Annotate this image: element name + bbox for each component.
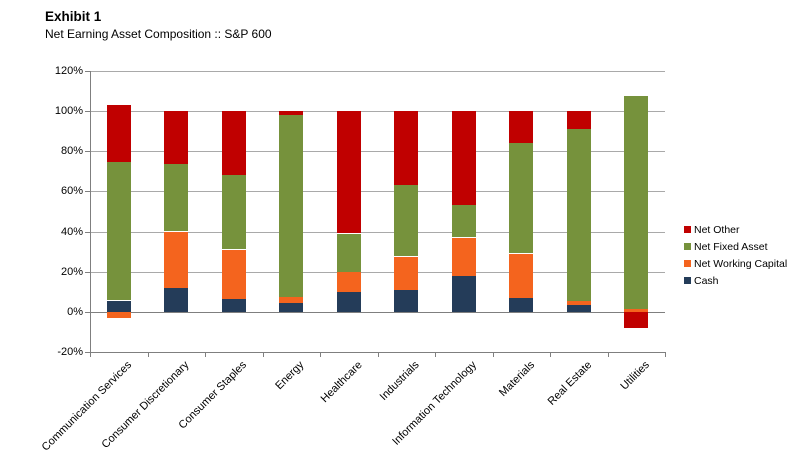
x-axis-tick [493,353,494,357]
bar-segment-net-fixed-asset [509,143,533,253]
legend-swatch-icon [684,226,691,233]
y-axis-tick-label: 40% [60,226,83,238]
bar-segment-net-fixed-asset [222,175,246,249]
x-axis-category-label: Healthcare [318,359,365,406]
bar-segment-net-working-capital [509,254,533,298]
y-axis-tick-label: 0% [67,306,83,318]
bar-segment-net-working-capital [279,297,303,303]
bar-segment-net-working-capital [624,309,648,312]
zero-gridline [90,312,665,313]
bar-segment-cash [394,290,418,312]
bar-segment-net-working-capital [394,257,418,290]
bar-segment-cash [567,305,591,312]
legend-label: Cash [694,274,719,287]
y-axis-tick [85,111,90,112]
legend-swatch-icon [684,260,691,267]
bar-segment-cash [107,301,131,312]
y-axis-tick [85,352,90,353]
x-axis-tick [608,353,609,357]
bar-segment-net-other [624,312,648,328]
bar-segment-cash [279,303,303,312]
bar-segment-cash [222,299,246,312]
x-axis-category-label: Energy [273,359,307,393]
bar-segment-net-working-capital [107,312,131,318]
bar-segment-cash [164,288,188,312]
gridline [90,151,665,152]
bar-segment-net-fixed-asset [394,185,418,256]
y-axis-tick-label: 120% [54,65,83,77]
bar-segment-net-fixed-asset [279,115,303,297]
legend-item-cash: Cash [684,272,787,289]
y-axis-tick-label: 20% [60,266,83,278]
bar-segment-net-fixed-asset [337,234,361,272]
bar-segment-net-fixed-asset [107,162,131,300]
bar-segment-net-fixed-asset [624,96,648,309]
x-axis-tick [665,353,666,357]
bar-segment-net-other [452,111,476,205]
bar-segment-net-fixed-asset [452,205,476,237]
y-axis-line [90,71,91,353]
legend: Net Other Net Fixed Asset Net Working Capi… [684,221,787,289]
plot-area [90,71,665,352]
bar-segment-cash [509,298,533,312]
x-axis-tick [90,353,91,357]
x-axis-category-label: Real Estate [545,359,595,408]
y-axis-tick-label: 100% [54,105,83,117]
legend-swatch-icon [684,277,691,284]
gridline [90,232,665,233]
legend-swatch-icon [684,243,691,250]
x-axis-tick [320,353,321,357]
chart-title: Exhibit 1 [45,9,102,24]
legend-label: Net Other [694,223,740,236]
legend-item-net-other: Net Other [684,221,787,238]
x-axis-tick [205,353,206,357]
y-axis-tick [85,232,90,233]
y-axis-tick [85,272,90,273]
x-axis-tick [378,353,379,357]
bar-segment-net-other [509,111,533,143]
x-axis-category-label: Communication Services [39,359,135,454]
y-axis-tick-label: -20% [57,346,83,358]
y-axis-tick [85,71,90,72]
legend-item-net-working-capital: Net Working Capital [684,255,787,272]
gridline [90,71,665,72]
bar-segment-net-other [279,111,303,115]
bar-segment-net-working-capital [222,250,246,299]
x-axis-category-label: Materials [496,359,537,400]
bar-segment-net-other [567,111,591,129]
legend-label: Net Working Capital [694,257,788,270]
gridline [90,191,665,192]
legend-label: Net Fixed Asset [694,240,768,253]
y-axis-tick-label: 80% [60,145,83,157]
x-axis-tick [550,353,551,357]
legend-item-net-fixed-asset: Net Fixed Asset [684,238,787,255]
bar-segment-net-working-capital [567,301,591,305]
x-axis-category-label: Industrials [377,359,422,403]
x-axis-line [90,352,666,353]
bar-segment-cash [337,292,361,312]
bar-segment-net-other [337,111,361,233]
chart-subtitle: Net Earning Asset Composition :: S&P 600 [45,27,272,41]
bar-segment-net-fixed-asset [164,164,188,231]
y-axis-tick [85,312,90,313]
bar-segment-net-other [107,105,131,162]
bar-segment-net-other [394,111,418,185]
bar-segment-net-working-capital [164,232,188,288]
bar-segment-net-working-capital [337,272,361,292]
x-axis-tick [148,353,149,357]
bar-segment-net-other [164,111,188,164]
bar-segment-cash [452,276,476,312]
x-axis-category-label: Utilities [618,359,652,393]
bar-segment-net-other [222,111,246,175]
y-axis-tick [85,191,90,192]
bar-segment-net-fixed-asset [567,129,591,301]
x-axis-tick [435,353,436,357]
bar-segment-net-working-capital [452,238,476,276]
y-axis-tick-label: 60% [60,185,83,197]
x-axis-tick [263,353,264,357]
gridline [90,111,665,112]
y-axis-tick [85,151,90,152]
gridline [90,272,665,273]
